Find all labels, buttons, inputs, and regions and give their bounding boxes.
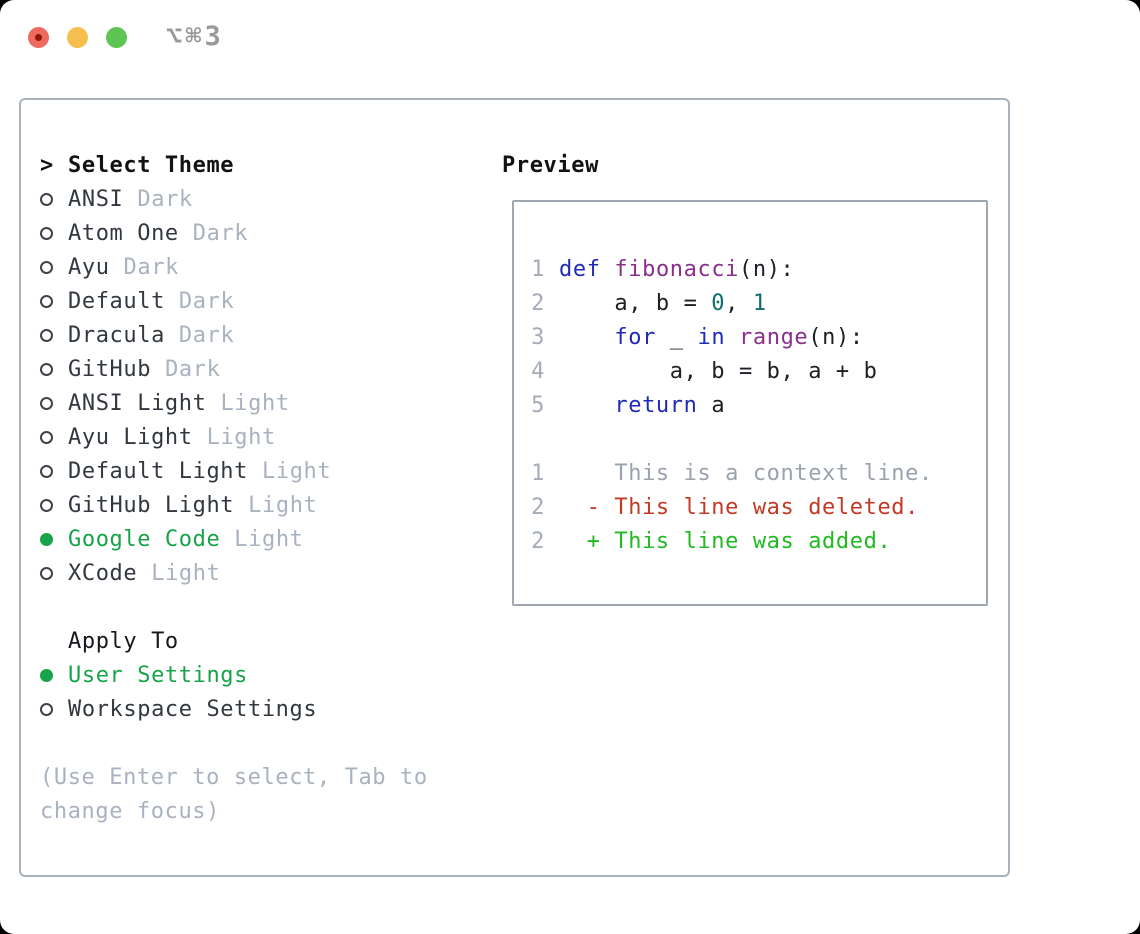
- radio-unselected-icon: [40, 294, 53, 308]
- line-number: 2: [531, 528, 545, 554]
- line-number: 3: [531, 324, 545, 350]
- theme-variant-badge: Light: [206, 424, 276, 450]
- minimize-button[interactable]: [67, 27, 88, 48]
- theme-variant-badge: Dark: [178, 288, 235, 314]
- theme-variant-badge: Light: [248, 492, 318, 518]
- theme-list-column: > Select Theme ANSI Dark Atom One Dark Ay…: [40, 148, 428, 828]
- theme-option-atom-one-dark[interactable]: Atom One Dark: [40, 216, 428, 250]
- radio-unselected-icon: [40, 226, 53, 240]
- theme-option-default-dark[interactable]: Default Dark: [40, 284, 428, 318]
- radio-unselected-icon: [40, 260, 53, 274]
- line-number: 5: [531, 392, 545, 418]
- preview-column: Preview 1 def fibonacci (n): 2 a, b = 0, 1…: [502, 148, 988, 606]
- theme-option-dracula-dark[interactable]: Dracula Dark: [40, 318, 428, 352]
- theme-option-xcode-light[interactable]: XCode Light: [40, 556, 428, 590]
- theme-preview-box: 1 def fibonacci (n): 2 a, b = 0, 1 3 for _…: [512, 200, 988, 606]
- apply-option-user-settings[interactable]: User Settings: [40, 658, 428, 692]
- theme-option-ayu-dark[interactable]: Ayu Dark: [40, 250, 428, 284]
- radio-unselected-icon: [40, 362, 53, 376]
- spacer: [40, 726, 428, 760]
- window-title: ⌥⌘3: [166, 21, 224, 52]
- theme-option-ayu-light[interactable]: Ayu Light Light: [40, 420, 428, 454]
- theme-variant-badge: Dark: [123, 254, 179, 280]
- theme-variant-badge: Light: [262, 458, 332, 484]
- theme-variant-badge: Dark: [137, 186, 193, 212]
- radio-selected-icon: [40, 668, 53, 682]
- apply-to-header: Apply To: [68, 628, 179, 654]
- unsaved-changes-dot-icon: [35, 34, 42, 41]
- preview-header: Preview: [502, 152, 599, 178]
- radio-unselected-icon: [40, 192, 53, 206]
- radio-unselected-icon: [40, 430, 53, 444]
- theme-variant-badge: Dark: [165, 356, 221, 382]
- spacer: [40, 590, 428, 624]
- diff-context-line: 1 This is a context line.: [531, 460, 933, 486]
- theme-variant-badge: Dark: [178, 322, 235, 348]
- apply-option-workspace-settings[interactable]: Workspace Settings: [40, 692, 428, 726]
- line-number: 2: [531, 290, 545, 316]
- theme-option-github-light[interactable]: GitHub Light Light: [40, 488, 428, 522]
- code-line: 3 for _ in range (n):: [531, 324, 864, 350]
- theme-variant-badge: Light: [234, 526, 304, 552]
- theme-option-ansi-dark[interactable]: ANSI Dark: [40, 182, 428, 216]
- line-number: 1: [531, 460, 545, 486]
- theme-option-google-code-light[interactable]: Google Code Light: [40, 522, 428, 556]
- diff-added-line: 2 + This line was added.: [531, 528, 892, 554]
- radio-unselected-icon: [40, 396, 53, 410]
- theme-variant-badge: Light: [220, 390, 290, 416]
- theme-variant-badge: Light: [151, 560, 221, 586]
- code-line: 2 a, b = 0, 1: [531, 290, 767, 316]
- radio-unselected-icon: [40, 566, 53, 580]
- theme-option-default-light[interactable]: Default Light Light: [40, 454, 428, 488]
- keyboard-hint-line-2: change focus): [40, 798, 220, 824]
- theme-variant-badge: Dark: [192, 220, 249, 246]
- diff-deleted-line: 2 - This line was deleted.: [531, 494, 919, 520]
- code-line: 4 a, b = b, a + b: [531, 358, 878, 384]
- code-line: 5 return a: [531, 392, 726, 418]
- radio-unselected-icon: [40, 464, 53, 478]
- theme-option-ansi-light[interactable]: ANSI Light Light: [40, 386, 428, 420]
- radio-unselected-icon: [40, 328, 53, 342]
- radio-selected-icon: [40, 532, 53, 546]
- radio-unselected-icon: [40, 498, 53, 512]
- zoom-button[interactable]: [106, 27, 127, 48]
- close-button[interactable]: [28, 27, 49, 48]
- line-number: 2: [531, 494, 545, 520]
- keyboard-hint-line-1: (Use Enter to select, Tab to: [40, 764, 428, 790]
- line-number: 4: [531, 358, 545, 384]
- theme-option-github-dark[interactable]: GitHub Dark: [40, 352, 428, 386]
- theme-picker-panel: > Select Theme ANSI Dark Atom One Dark Ay…: [19, 98, 1010, 877]
- focus-caret-icon: >: [40, 152, 54, 178]
- titlebar: ⌥⌘3: [0, 0, 1140, 76]
- select-theme-label: Select Theme: [68, 152, 235, 178]
- line-number: 1: [531, 256, 545, 282]
- code-line: 1 def fibonacci (n):: [531, 256, 795, 282]
- blank-line: [514, 422, 986, 456]
- radio-unselected-icon: [40, 702, 53, 716]
- select-theme-header: > Select Theme: [40, 148, 428, 182]
